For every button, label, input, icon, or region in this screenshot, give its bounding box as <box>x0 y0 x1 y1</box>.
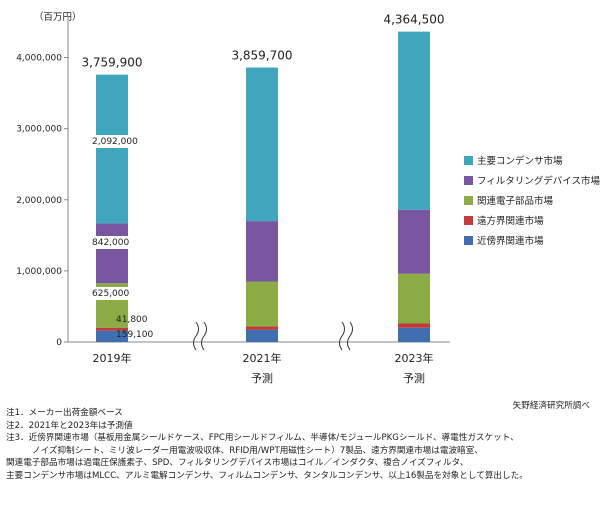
bar-segment <box>96 327 128 331</box>
data-label-box <box>90 236 136 249</box>
legend-label: 近傍界関連市場 <box>477 235 544 247</box>
data-label: 2,092,000 <box>92 137 138 147</box>
legend-label: 主要コンデンサ市場 <box>477 155 563 167</box>
x-category-label: 2019年 <box>93 351 132 365</box>
bar-segment <box>96 223 128 284</box>
data-label-box <box>90 287 136 300</box>
legend: 主要コンデンサ市場フィルタリングデバイス市場関連電子部品市場遠方界関連市場近傍界… <box>464 155 600 247</box>
source-credit: 矢野経済研究所調べ <box>512 401 590 411</box>
footnote: 主要コンデンサ市場はMLCC、アルミ電解コンデンサ、フィルムコンデンサ、タンタル… <box>6 470 528 481</box>
data-label: 159,100 <box>116 330 153 340</box>
y-tick-label: 4,000,000 <box>16 54 62 64</box>
bar-segment <box>398 31 430 210</box>
x-category-label: 2021年 <box>243 351 282 365</box>
axis-break-mark <box>347 321 353 351</box>
axis-break-marks <box>193 321 353 351</box>
legend-label: 遠方界関連市場 <box>477 215 544 227</box>
footnote: 注2．2021年と2023年は予測値 <box>6 420 133 431</box>
x-category-label: 2023年 <box>395 351 434 365</box>
axes: 0 1,000,000 2,000,000 3,000,000 4,000,000 <box>16 16 450 348</box>
bar-segment <box>96 330 128 342</box>
footnotes: 注1．メーカー出荷金額ベース 注2．2021年と2023年は予測値 注3．近傍界… <box>6 407 596 483</box>
data-label: 842,000 <box>92 238 129 248</box>
footnote: ノイズ抑制シート、ミリ波レーダー用電波吸収体、RFID用/WPT用磁性シート）7… <box>32 445 483 456</box>
bar-segment <box>246 329 278 342</box>
total-label: 3,859,700 <box>231 49 292 63</box>
bar-segment <box>246 221 278 282</box>
legend-label: 関連電子部品市場 <box>477 195 554 207</box>
unit-label: （百万円） <box>34 11 82 23</box>
bar-segment <box>246 326 278 330</box>
total-label: 4,364,500 <box>383 13 444 27</box>
x-category-sublabel: 予測 <box>403 371 425 385</box>
legend-swatch <box>464 236 473 245</box>
bar-segment <box>398 323 430 328</box>
x-category-sublabel: 予測 <box>251 371 273 385</box>
bar-segment <box>398 209 430 274</box>
data-label: 41,800 <box>116 315 148 325</box>
legend-swatch <box>464 216 473 225</box>
axis-break-mark <box>339 321 345 351</box>
bar-stacks <box>96 31 430 342</box>
footnote: 関連電子部品市場は過電圧保護素子、SPD、フィルタリングデバイス市場はコイル／イ… <box>6 458 469 469</box>
stacked-bar-chart: （百万円） 0 1,000,000 2,000,000 3,000,000 4,000,… <box>16 11 600 385</box>
bar-segment <box>96 74 128 224</box>
data-label: 625,000 <box>92 289 129 299</box>
footnote: 注3．近傍界関連市場（基板用金属シールドケース、FPC用シールドフィルム、半導体… <box>6 433 519 444</box>
data-labels: 3,759,900 3,859,700 4,364,500 2,092,000 842,… <box>81 13 444 340</box>
legend-swatch <box>464 176 473 185</box>
total-label: 3,759,900 <box>81 56 142 70</box>
y-tick-label: 1,000,000 <box>16 267 62 277</box>
bar-segment <box>398 273 430 324</box>
y-tick-label: 3,000,000 <box>16 125 62 135</box>
bar-segment <box>246 281 278 327</box>
y-tick-label: 2,000,000 <box>16 196 62 206</box>
legend-swatch <box>464 196 473 205</box>
bar-segment <box>246 67 278 222</box>
axis-break-mark <box>201 321 207 351</box>
data-label-box <box>90 135 136 148</box>
footnote: 注1．メーカー出荷金額ベース <box>6 408 123 418</box>
legend-label: フィルタリングデバイス市場 <box>477 175 600 187</box>
axis-break-mark <box>193 321 199 351</box>
legend-swatch <box>464 156 473 165</box>
bar-segment <box>398 327 430 342</box>
y-tick-label: 0 <box>56 338 62 348</box>
